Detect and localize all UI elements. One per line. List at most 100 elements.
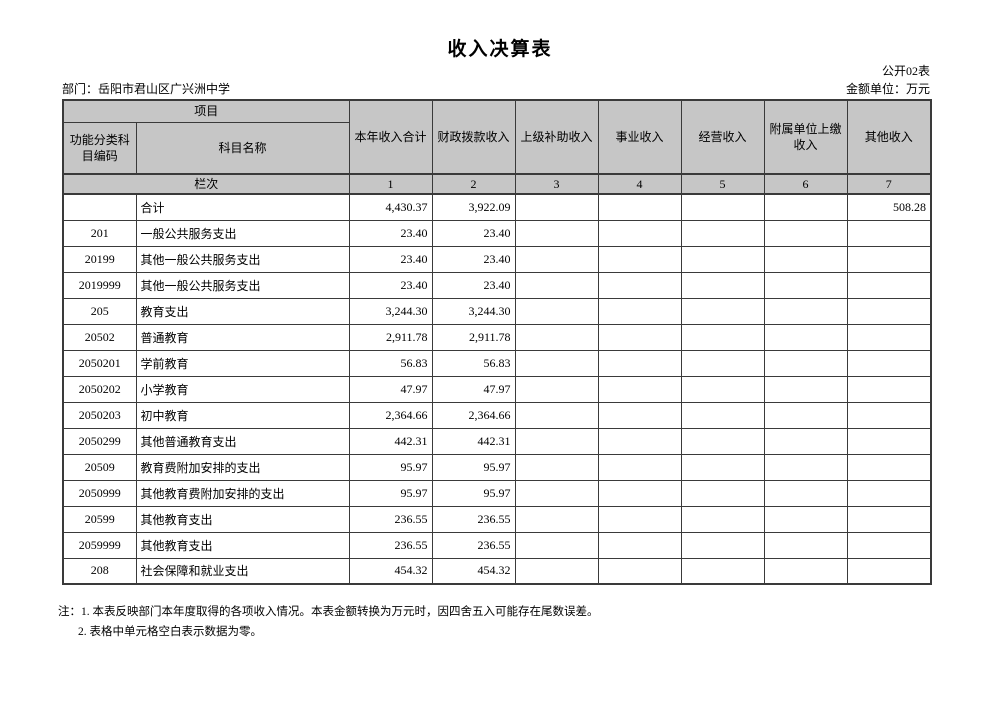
row-value (846, 323, 932, 351)
row-value (846, 427, 932, 455)
row-value (680, 453, 765, 481)
row-value (597, 375, 682, 403)
row-value (680, 531, 765, 559)
lanci-header: 栏次 (62, 173, 350, 195)
row-code: 2050202 (62, 375, 137, 403)
meta-row: 部门：岳阳市君山区广兴洲中学 金额单位：万元 (62, 80, 930, 97)
row-name: 合计 (135, 193, 350, 221)
table-row: 201 一般公共服务支出 23.40 23.40 (62, 219, 932, 247)
row-value (514, 271, 599, 299)
col-header-operating-income: 经营收入 (680, 99, 765, 175)
row-value (846, 219, 932, 247)
row-value: 454.32 (431, 557, 516, 585)
row-name: 一般公共服务支出 (135, 219, 350, 247)
row-value (846, 349, 932, 377)
column-number: 1 (348, 173, 433, 195)
row-code: 20509 (62, 453, 137, 481)
row-name: 教育支出 (135, 297, 350, 325)
row-value: 3,244.30 (431, 297, 516, 325)
row-value (846, 557, 932, 585)
row-value (763, 245, 848, 273)
table-row: 2019999 其他一般公共服务支出 23.40 23.40 (62, 271, 932, 299)
footnotes: 注：1. 本表反映部门本年度取得的各项收入情况。本表金额转换为万元时，因四舍五入… (58, 602, 958, 642)
table-row: 20199 其他一般公共服务支出 23.40 23.40 (62, 245, 932, 273)
row-code: 2019999 (62, 271, 137, 299)
row-value: 236.55 (431, 505, 516, 533)
row-name: 其他教育支出 (135, 505, 350, 533)
row-value (846, 531, 932, 559)
table-row: 合计 4,430.37 3,922.09 508.28 (62, 193, 932, 221)
row-value: 2,364.66 (431, 401, 516, 429)
row-value (680, 557, 765, 585)
row-value: 3,244.30 (348, 297, 433, 325)
table-body: 合计 4,430.37 3,922.09 508.28 201 一般公共服务支出 23.40… (62, 193, 932, 585)
row-value (597, 557, 682, 585)
table-row: 2059999 其他教育支出 236.55 236.55 (62, 531, 932, 559)
row-name: 其他教育支出 (135, 531, 350, 559)
col-header-superior-subsidy: 上级补助收入 (514, 99, 599, 175)
row-value: 3,922.09 (431, 193, 516, 221)
row-name: 其他教育费附加安排的支出 (135, 479, 350, 507)
row-value: 236.55 (348, 531, 433, 559)
row-value: 95.97 (431, 453, 516, 481)
row-value: 23.40 (431, 271, 516, 299)
header-row-subhead: 功能分类科目编码 科目名称 (62, 121, 931, 175)
row-value (514, 193, 599, 221)
row-code: 208 (62, 557, 137, 585)
row-value (763, 479, 848, 507)
row-name: 初中教育 (135, 401, 350, 429)
row-value (597, 531, 682, 559)
table-row: 2050203 初中教育 2,364.66 2,364.66 (62, 401, 932, 429)
form-code-label: 公开02表 (881, 64, 930, 78)
row-value (846, 479, 932, 507)
row-value (597, 479, 682, 507)
row-value: 4,430.37 (348, 193, 433, 221)
row-value: 236.55 (348, 505, 433, 533)
row-value (763, 557, 848, 585)
col-header-affiliated-unit-income: 附属单位上缴收入 (763, 99, 848, 175)
header-row-project: 项目 本年收入合计 财政拨款收入 上级补助收入 事业收入 经营收入 附属单位上缴… (62, 99, 932, 175)
row-value (846, 297, 932, 325)
row-value: 95.97 (348, 479, 433, 507)
project-header: 项目 (62, 99, 350, 123)
income-table: 项目 本年收入合计 财政拨款收入 上级补助收入 事业收入 经营收入 附属单位上缴… (62, 99, 933, 585)
department-label: 部门：岳阳市君山区广兴洲中学 (62, 82, 231, 96)
row-value: 442.31 (431, 427, 516, 455)
row-value: 95.97 (431, 479, 516, 507)
row-value (763, 349, 848, 377)
row-value (514, 401, 599, 429)
col-header-fiscal-appropriation: 财政拨款收入 (431, 99, 516, 175)
row-value: 508.28 (846, 193, 932, 221)
row-value (763, 401, 848, 429)
row-name: 其他一般公共服务支出 (135, 271, 350, 299)
code-column-header: 功能分类科目编码 (62, 121, 137, 175)
row-name: 教育费附加安排的支出 (135, 453, 350, 481)
row-value (514, 427, 599, 455)
row-value (763, 323, 848, 351)
row-value (846, 245, 932, 273)
unit-label: 金额单位：万元 (845, 82, 930, 96)
row-value (597, 271, 682, 299)
column-number: 6 (763, 173, 848, 195)
table-row: 2050201 学前教育 56.83 56.83 (62, 349, 932, 377)
row-value: 2,364.66 (348, 401, 433, 429)
column-number: 5 (680, 173, 765, 195)
table-row: 2050999 其他教育费附加安排的支出 95.97 95.97 (62, 479, 932, 507)
row-value (597, 219, 682, 247)
table-row: 2050299 其他普通教育支出 442.31 442.31 (62, 427, 932, 455)
row-value (680, 505, 765, 533)
row-value (846, 401, 932, 429)
row-value: 454.32 (348, 557, 433, 585)
row-value (763, 271, 848, 299)
row-value (680, 271, 765, 299)
row-value (763, 375, 848, 403)
col-header-business-income: 事业收入 (597, 99, 682, 175)
column-number: 2 (431, 173, 516, 195)
row-code: 2050201 (62, 349, 137, 377)
col-header-other-income: 其他收入 (846, 99, 932, 175)
header-row-column-numbers: 栏次 1 2 3 4 5 6 7 (62, 173, 932, 195)
row-value: 23.40 (348, 271, 433, 299)
row-value (597, 323, 682, 351)
col-header-total-income: 本年收入合计 (348, 99, 433, 175)
row-value: 23.40 (348, 219, 433, 247)
